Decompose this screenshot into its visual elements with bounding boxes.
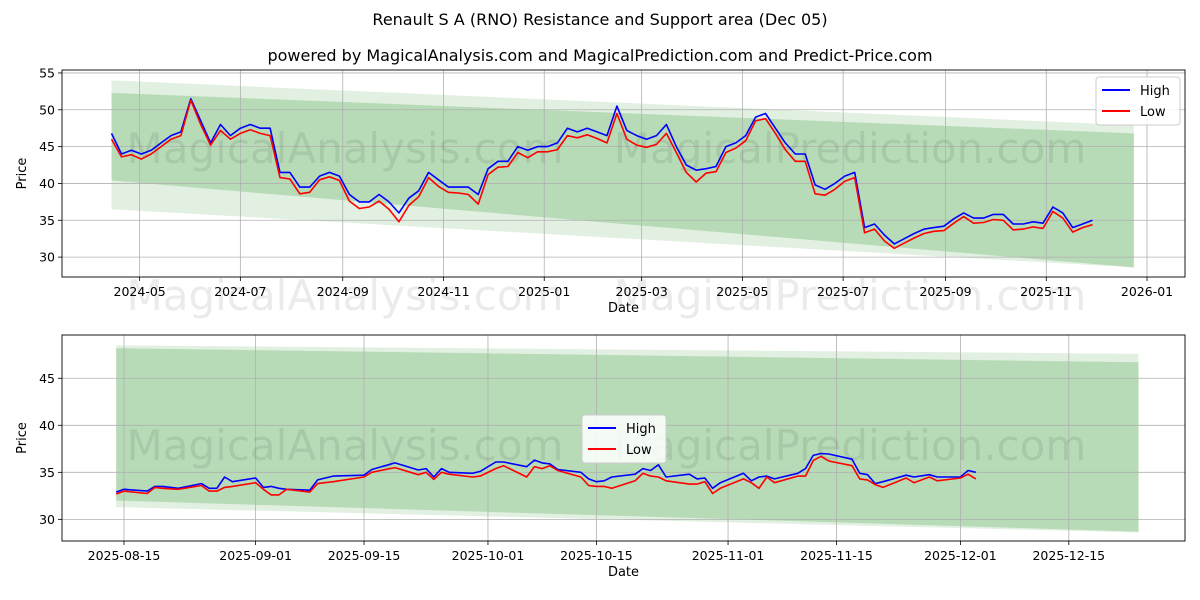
x-tick-label: 2025-09-15 (328, 548, 401, 563)
y-tick-label: 30 (39, 250, 55, 265)
x-tick-label: 2026-01 (1121, 284, 1173, 299)
x-tick-label: 2025-10-15 (560, 548, 633, 563)
x-tick-label: 2025-05 (716, 284, 768, 299)
x-tick-label: 2025-11-01 (692, 548, 765, 563)
series-line-high (115, 452, 977, 493)
x-tick-label: 2025-01 (518, 284, 570, 299)
y-tick-label: 40 (39, 418, 55, 433)
x-tick-label: 2025-11-15 (800, 548, 873, 563)
y-tick-label: 35 (39, 213, 55, 228)
watermark-magicalanalysis: MagicalAnalysis.com (127, 421, 564, 470)
watermark-magicalprediction: MagicalPrediction.com (614, 421, 1087, 470)
chart-2: 30 35 40 45 2025-08-15 2025-09-01 2025-09-15 20… (15, 334, 1186, 580)
x-tick-label: 2025-03 (616, 284, 668, 299)
x-axis-label: Date (608, 301, 639, 316)
y-tick-label: 35 (39, 465, 55, 480)
x-tick-label: 2024-05 (114, 284, 166, 299)
x-axis-label: Date (608, 565, 639, 580)
chart-1: 30 35 40 45 50 55 2024-05 2024-07 2024-09 2024-11… (15, 65, 1186, 320)
legend-label-high: High (1140, 84, 1170, 99)
y-axis-label: Price (15, 158, 30, 190)
plot-frame (61, 334, 1186, 542)
watermark-magicalprediction: MagicalPrediction.com (614, 271, 1087, 320)
x-tick-label: 2024-07 (214, 284, 266, 299)
x-tick-label: 2025-12-15 (1032, 548, 1105, 563)
x-tick-label: 2025-10-01 (452, 548, 525, 563)
y-tick-label: 45 (39, 371, 55, 386)
legend-label-low: Low (1140, 105, 1166, 120)
y-tick-label: 55 (39, 65, 55, 80)
x-tick-label: 2025-09-01 (219, 548, 292, 563)
watermark-magicalanalysis: MagicalAnalysis.com (127, 124, 564, 173)
y-axis-label: Price (15, 422, 30, 454)
x-tick-label: 2025-07 (817, 284, 869, 299)
x-tick-label: 2025-11 (1020, 284, 1072, 299)
x-tick-label: 2024-11 (417, 284, 469, 299)
y-tick-label: 50 (39, 102, 55, 117)
y-tick-label: 40 (39, 176, 55, 191)
x-tick-label: 2025-08-15 (88, 548, 161, 563)
series-line-low (110, 99, 1093, 250)
x-tick-label: 2025-12-01 (924, 548, 997, 563)
watermark-magicalanalysis: MagicalAnalysis.com (127, 271, 564, 320)
watermark-magicalprediction: MagicalPrediction.com (614, 124, 1087, 173)
chart-title: Renault S A (RNO) Resistance and Support… (372, 10, 828, 29)
y-tick-label: 45 (39, 139, 55, 154)
legend-label-high: High (626, 422, 656, 437)
x-tick-label: 2024-09 (317, 284, 369, 299)
y-tick-label: 30 (39, 512, 55, 527)
series-line-low (115, 455, 977, 496)
plot-frame (61, 69, 1186, 278)
legend: High Low (1095, 76, 1181, 126)
legend: High Low (581, 414, 667, 464)
chart-subtitle: powered by MagicalAnalysis.com and Magic… (267, 46, 933, 65)
x-tick-label: 2025-09 (919, 284, 971, 299)
series-line-high (110, 97, 1093, 245)
legend-label-low: Low (626, 443, 652, 458)
resistance-support-band-inner (111, 92, 1134, 268)
